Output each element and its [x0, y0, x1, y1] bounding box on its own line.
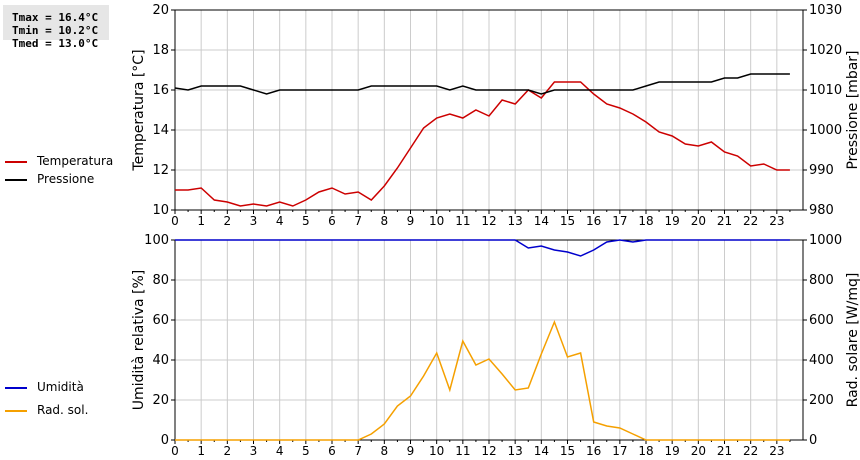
- bottom-x-tick-label: 19: [665, 444, 680, 458]
- tmax-label: Tmax = 16.4°C: [12, 11, 99, 24]
- top-y-left-tick-label: 18: [152, 43, 169, 58]
- top-x-tick-label: 10: [429, 214, 444, 228]
- top-x-tick-label: 14: [534, 214, 549, 228]
- bottom-y-right-tick-label: 1000: [809, 233, 842, 248]
- top-x-tick-label: 13: [508, 214, 523, 228]
- top-y-left-tick-label: 16: [152, 83, 169, 98]
- legend-temperature-swatch: [5, 160, 27, 163]
- top-plot-frame: [174, 9, 804, 211]
- top-x-tick-label: 22: [743, 214, 758, 228]
- bottom-y-right-tick-label: 800: [809, 273, 834, 288]
- top-x-tick-label: 23: [769, 214, 784, 228]
- bottom-y-right-tick-label: 600: [809, 313, 834, 328]
- bottom-x-tick-label: 11: [455, 444, 470, 458]
- top-x-tick-label: 0: [171, 214, 179, 228]
- bottom-y-left-tick-label: 0: [161, 433, 169, 448]
- bottom-x-tick-label: 6: [328, 444, 336, 458]
- top-y-left-tick-label: 14: [152, 123, 169, 138]
- bottom-x-tick-label: 15: [560, 444, 575, 458]
- top-x-tick-label: 3: [250, 214, 258, 228]
- top-y-right-axis-title: Pressione [mbar]: [845, 50, 860, 169]
- bottom-x-tick-label: 21: [717, 444, 732, 458]
- bottom-x-tick-label: 7: [354, 444, 362, 458]
- tmin-label: Tmin = 10.2°C: [12, 24, 99, 37]
- bottom-x-tick-label: 2: [224, 444, 232, 458]
- top-y-left-tick-label: 10: [152, 203, 169, 218]
- top-x-tick-label: 1: [197, 214, 205, 228]
- bottom-y-left-tick-label: 60: [152, 313, 169, 328]
- bottom-x-tick-label: 18: [638, 444, 653, 458]
- bottom-x-tick-label: 4: [276, 444, 284, 458]
- top-x-tick-label: 4: [276, 214, 284, 228]
- top-x-tick-label: 15: [560, 214, 575, 228]
- bottom-x-tick-label: 17: [612, 444, 627, 458]
- legend-pressure-label: Pressione: [37, 172, 95, 186]
- top-x-tick-label: 20: [691, 214, 706, 228]
- top-y-left-tick-label: 20: [152, 3, 169, 18]
- bottom-x-tick-label: 9: [407, 444, 415, 458]
- bottom-x-tick-label: 20: [691, 444, 706, 458]
- top-y-left-tick-label: 12: [152, 163, 169, 178]
- top-series-line-0: [175, 81, 790, 207]
- bottom-x-tick-label: 23: [769, 444, 784, 458]
- bottom-y-right-tick-label: 400: [809, 353, 834, 368]
- top-x-tick-label: 21: [717, 214, 732, 228]
- top-x-tick-label: 6: [328, 214, 336, 228]
- legend-pressure: Pressione: [5, 172, 94, 186]
- top-x-tick-label: 8: [381, 214, 389, 228]
- legend-solar: Rad. sol.: [5, 403, 88, 417]
- top-x-tick-label: 16: [586, 214, 601, 228]
- top-y-right-tick-label: 1030: [809, 3, 842, 18]
- legend-solar-swatch: [5, 409, 27, 412]
- top-series-line-1: [175, 73, 790, 95]
- bottom-y-left-tick-label: 20: [152, 393, 169, 408]
- top-y-right-tick-label: 980: [809, 203, 834, 218]
- legend-temperature-label: Temperatura: [37, 154, 114, 168]
- bottom-x-tick-label: 0: [171, 444, 179, 458]
- bottom-x-tick-label: 22: [743, 444, 758, 458]
- bottom-x-tick-label: 14: [534, 444, 549, 458]
- top-x-tick-label: 11: [455, 214, 470, 228]
- bottom-x-tick-label: 13: [508, 444, 523, 458]
- legend-temperature: Temperatura: [5, 154, 113, 168]
- bottom-y-left-tick-label: 40: [152, 353, 169, 368]
- top-x-tick-label: 9: [407, 214, 415, 228]
- bottom-y-right-tick-label: 200: [809, 393, 834, 408]
- legend-humidity-label: Umidità: [37, 380, 84, 394]
- top-x-tick-label: 18: [638, 214, 653, 228]
- bottom-y-right-tick-label: 0: [809, 433, 817, 448]
- legend-solar-label: Rad. sol.: [37, 403, 89, 417]
- bottom-x-tick-label: 12: [481, 444, 496, 458]
- bottom-series-line-0: [175, 239, 790, 257]
- bottom-x-tick-label: 8: [381, 444, 389, 458]
- top-y-left-axis-title: Temperatura [°C]: [131, 49, 147, 171]
- legend-humidity-swatch: [5, 386, 27, 389]
- tmed-label: Tmed = 13.0°C: [12, 37, 99, 50]
- legend-humidity: Umidità: [5, 380, 84, 394]
- bottom-x-tick-label: 1: [197, 444, 205, 458]
- legend-pressure-swatch: [5, 178, 27, 181]
- bottom-y-left-axis-title: Umidità relativa [%]: [131, 270, 147, 411]
- bottom-x-tick-label: 10: [429, 444, 444, 458]
- bottom-x-tick-label: 16: [586, 444, 601, 458]
- top-y-right-tick-label: 1020: [809, 43, 842, 58]
- top-x-tick-label: 2: [224, 214, 232, 228]
- bottom-y-right-axis-title: Rad. solare [W/mq]: [845, 273, 860, 408]
- bottom-series-line-1: [175, 319, 790, 441]
- top-y-right-tick-label: 990: [809, 163, 834, 178]
- top-x-tick-label: 19: [665, 214, 680, 228]
- bottom-y-left-tick-label: 80: [152, 273, 169, 288]
- top-x-tick-label: 17: [612, 214, 627, 228]
- top-y-right-tick-label: 1010: [809, 83, 842, 98]
- bottom-x-tick-label: 3: [250, 444, 258, 458]
- top-x-tick-label: 5: [302, 214, 310, 228]
- bottom-y-left-tick-label: 100: [144, 233, 169, 248]
- top-x-tick-label: 7: [354, 214, 362, 228]
- top-x-tick-label: 12: [481, 214, 496, 228]
- stats-box: Tmax = 16.4°C Tmin = 10.2°C Tmed = 13.0°…: [3, 5, 109, 50]
- bottom-x-tick-label: 5: [302, 444, 310, 458]
- top-y-right-tick-label: 1000: [809, 123, 842, 138]
